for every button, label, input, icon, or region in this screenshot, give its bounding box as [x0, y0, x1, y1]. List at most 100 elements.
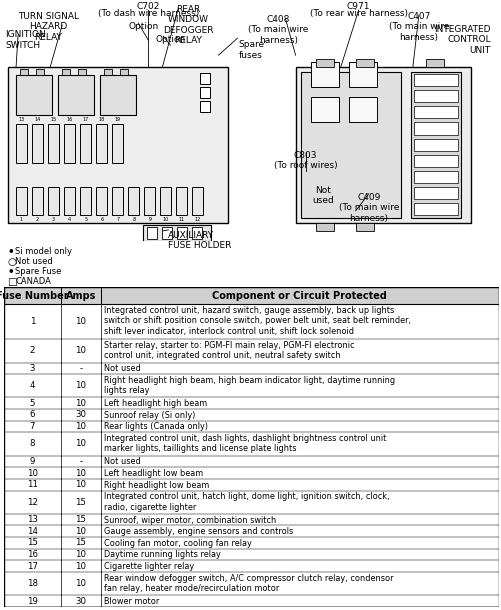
- Bar: [4, 287, 499, 304]
- Bar: [177, 227, 187, 239]
- Bar: [349, 62, 377, 87]
- Text: 13: 13: [27, 515, 38, 524]
- Bar: [316, 59, 334, 67]
- Text: -: -: [79, 457, 82, 466]
- Bar: [78, 70, 86, 75]
- Bar: [200, 87, 210, 98]
- Bar: [349, 98, 377, 123]
- Text: 10: 10: [75, 399, 86, 407]
- Bar: [414, 187, 458, 199]
- Text: □: □: [7, 277, 17, 287]
- Bar: [414, 203, 458, 215]
- Bar: [414, 123, 458, 135]
- Text: Integrated control unit, hazard switch, gauge assembly, back up lights
switch or: Integrated control unit, hazard switch, …: [105, 306, 412, 336]
- Bar: [414, 154, 458, 167]
- Text: (To dash wire harness): (To dash wire harness): [98, 9, 199, 18]
- Bar: [414, 74, 458, 87]
- Text: Not used: Not used: [105, 364, 141, 373]
- Text: 10: 10: [75, 480, 86, 489]
- Text: 15: 15: [75, 539, 86, 547]
- Text: 3: 3: [52, 217, 55, 222]
- Text: 30: 30: [75, 597, 86, 606]
- Bar: [120, 70, 128, 75]
- Text: TURN SIGNAL
HAZARD
RELAY: TURN SIGNAL HAZARD RELAY: [18, 12, 79, 42]
- Bar: [96, 187, 107, 215]
- Text: Option: Option: [155, 35, 185, 44]
- Bar: [36, 70, 44, 75]
- Bar: [414, 106, 458, 118]
- Text: Integrated control unit, hatch light, dome light, ignition switch, clock,
radio,: Integrated control unit, hatch light, do…: [105, 492, 390, 512]
- Text: 16: 16: [67, 118, 73, 123]
- Bar: [411, 72, 461, 218]
- Bar: [112, 187, 123, 215]
- Bar: [143, 225, 211, 241]
- Bar: [8, 67, 228, 223]
- Bar: [112, 124, 123, 163]
- Bar: [316, 223, 334, 231]
- Bar: [64, 187, 75, 215]
- Text: 8: 8: [132, 217, 135, 222]
- Text: 2: 2: [30, 346, 35, 356]
- Text: Si model only: Si model only: [15, 247, 72, 256]
- Text: Rear window defogger switch, A/C compressor clutch relay, condensor
fan relay, h: Rear window defogger switch, A/C compres…: [105, 574, 394, 593]
- Text: 15: 15: [27, 539, 38, 547]
- Text: 10: 10: [75, 381, 86, 390]
- Text: 4: 4: [30, 381, 35, 390]
- Bar: [176, 187, 187, 215]
- Bar: [414, 138, 458, 151]
- Text: •: •: [7, 247, 14, 257]
- Text: Rear lights (Canada only): Rear lights (Canada only): [105, 423, 208, 431]
- Bar: [80, 187, 91, 215]
- Text: 17: 17: [83, 118, 89, 123]
- Bar: [32, 124, 43, 163]
- Text: 8: 8: [30, 439, 35, 448]
- Bar: [80, 124, 91, 163]
- Bar: [311, 98, 339, 123]
- Bar: [147, 227, 157, 239]
- Bar: [192, 227, 202, 239]
- Text: 14: 14: [27, 527, 38, 536]
- Bar: [162, 227, 172, 239]
- Text: Sunroof relay (Si only): Sunroof relay (Si only): [105, 411, 196, 420]
- Bar: [62, 70, 70, 75]
- Bar: [414, 90, 458, 102]
- Text: 10: 10: [75, 562, 86, 571]
- Text: -: -: [79, 364, 82, 373]
- Text: Cigarette lighter relay: Cigarette lighter relay: [105, 562, 194, 571]
- Text: Not used: Not used: [105, 458, 141, 467]
- Text: 7: 7: [116, 217, 119, 222]
- Text: 10: 10: [27, 468, 38, 478]
- Bar: [426, 59, 444, 67]
- Text: 13: 13: [19, 118, 25, 123]
- Text: 10: 10: [75, 422, 86, 431]
- Text: 30: 30: [75, 411, 86, 420]
- Text: 7: 7: [30, 422, 35, 431]
- Text: C803
(To roof wires): C803 (To roof wires): [274, 151, 337, 170]
- Text: 19: 19: [27, 597, 38, 606]
- Text: Left headlight high beam: Left headlight high beam: [105, 399, 207, 408]
- Bar: [296, 67, 471, 223]
- Text: Not
used: Not used: [312, 185, 334, 205]
- Text: 18: 18: [27, 579, 38, 588]
- Text: C407
(To main wire
harness): C407 (To main wire harness): [389, 12, 449, 42]
- Bar: [311, 62, 339, 87]
- Text: Daytime running lights relay: Daytime running lights relay: [105, 550, 221, 559]
- Text: 18: 18: [99, 118, 105, 123]
- Text: Cooling fan motor, cooling fan relay: Cooling fan motor, cooling fan relay: [105, 539, 252, 548]
- Text: 3: 3: [30, 364, 35, 373]
- Text: 5: 5: [84, 217, 87, 222]
- Bar: [144, 187, 155, 215]
- Text: 6: 6: [100, 217, 103, 222]
- Text: Blower motor: Blower motor: [105, 597, 160, 606]
- Text: 15: 15: [75, 498, 86, 507]
- Text: 10: 10: [75, 527, 86, 536]
- Text: C409
(To main wire
harness): C409 (To main wire harness): [339, 193, 399, 223]
- Text: 10: 10: [75, 468, 86, 478]
- Text: 1: 1: [30, 317, 35, 326]
- Text: Component or Circuit Protected: Component or Circuit Protected: [212, 290, 387, 301]
- Bar: [356, 59, 374, 67]
- Text: 12: 12: [195, 217, 201, 222]
- Bar: [200, 101, 210, 112]
- Text: 9: 9: [30, 457, 35, 466]
- Text: 10: 10: [75, 550, 86, 559]
